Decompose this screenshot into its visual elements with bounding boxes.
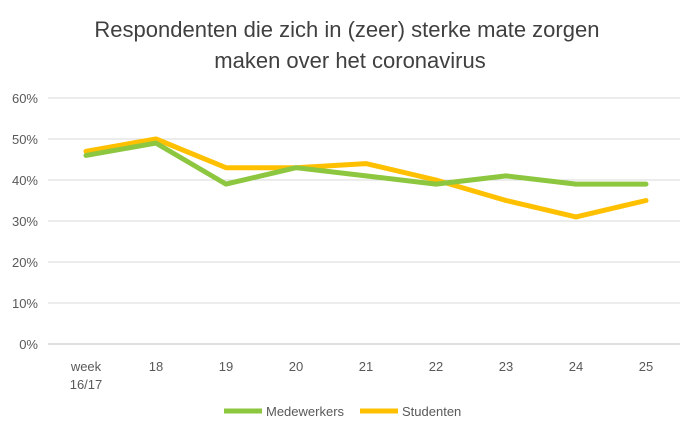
series-line-medewerkers xyxy=(83,140,649,187)
x-tick-label: 24 xyxy=(569,359,583,374)
x-tick-label: 19 xyxy=(219,359,233,374)
gridlines xyxy=(48,97,680,345)
x-tick-label: 23 xyxy=(499,359,513,374)
y-tick-label: 30% xyxy=(12,214,38,229)
chart-title-line-2: maken over het coronavirus xyxy=(214,48,485,73)
x-tick-label: 21 xyxy=(359,359,373,374)
x-tick-label: 25 xyxy=(639,359,653,374)
x-tick-label: 18 xyxy=(149,359,163,374)
y-tick-label: 50% xyxy=(12,132,38,147)
chart-title: Respondenten die zich in (zeer) sterke m… xyxy=(94,17,605,73)
x-tick-label: 22 xyxy=(429,359,443,374)
y-tick-label: 0% xyxy=(19,337,38,352)
legend-label: Studenten xyxy=(402,404,461,419)
y-tick-label: 10% xyxy=(12,296,38,311)
series-lines xyxy=(83,136,649,220)
legend-label: Medewerkers xyxy=(266,404,345,419)
x-tick-label: 20 xyxy=(289,359,303,374)
series-line-studenten xyxy=(83,136,649,220)
y-axis-ticks: 0% 10% 20% 30% 40% 50% 60% xyxy=(12,91,38,352)
y-tick-label: 40% xyxy=(12,173,38,188)
legend: Medewerkers Studenten xyxy=(224,404,461,419)
x-axis-ticks: week 16/17 18 19 20 21 22 23 24 25 xyxy=(70,359,654,392)
y-tick-label: 60% xyxy=(12,91,38,106)
chart-title-line-1: Respondenten die zich in (zeer) sterke m… xyxy=(94,17,599,42)
y-tick-label: 20% xyxy=(12,255,38,270)
x-tick-label: week 16/17 xyxy=(70,359,103,392)
